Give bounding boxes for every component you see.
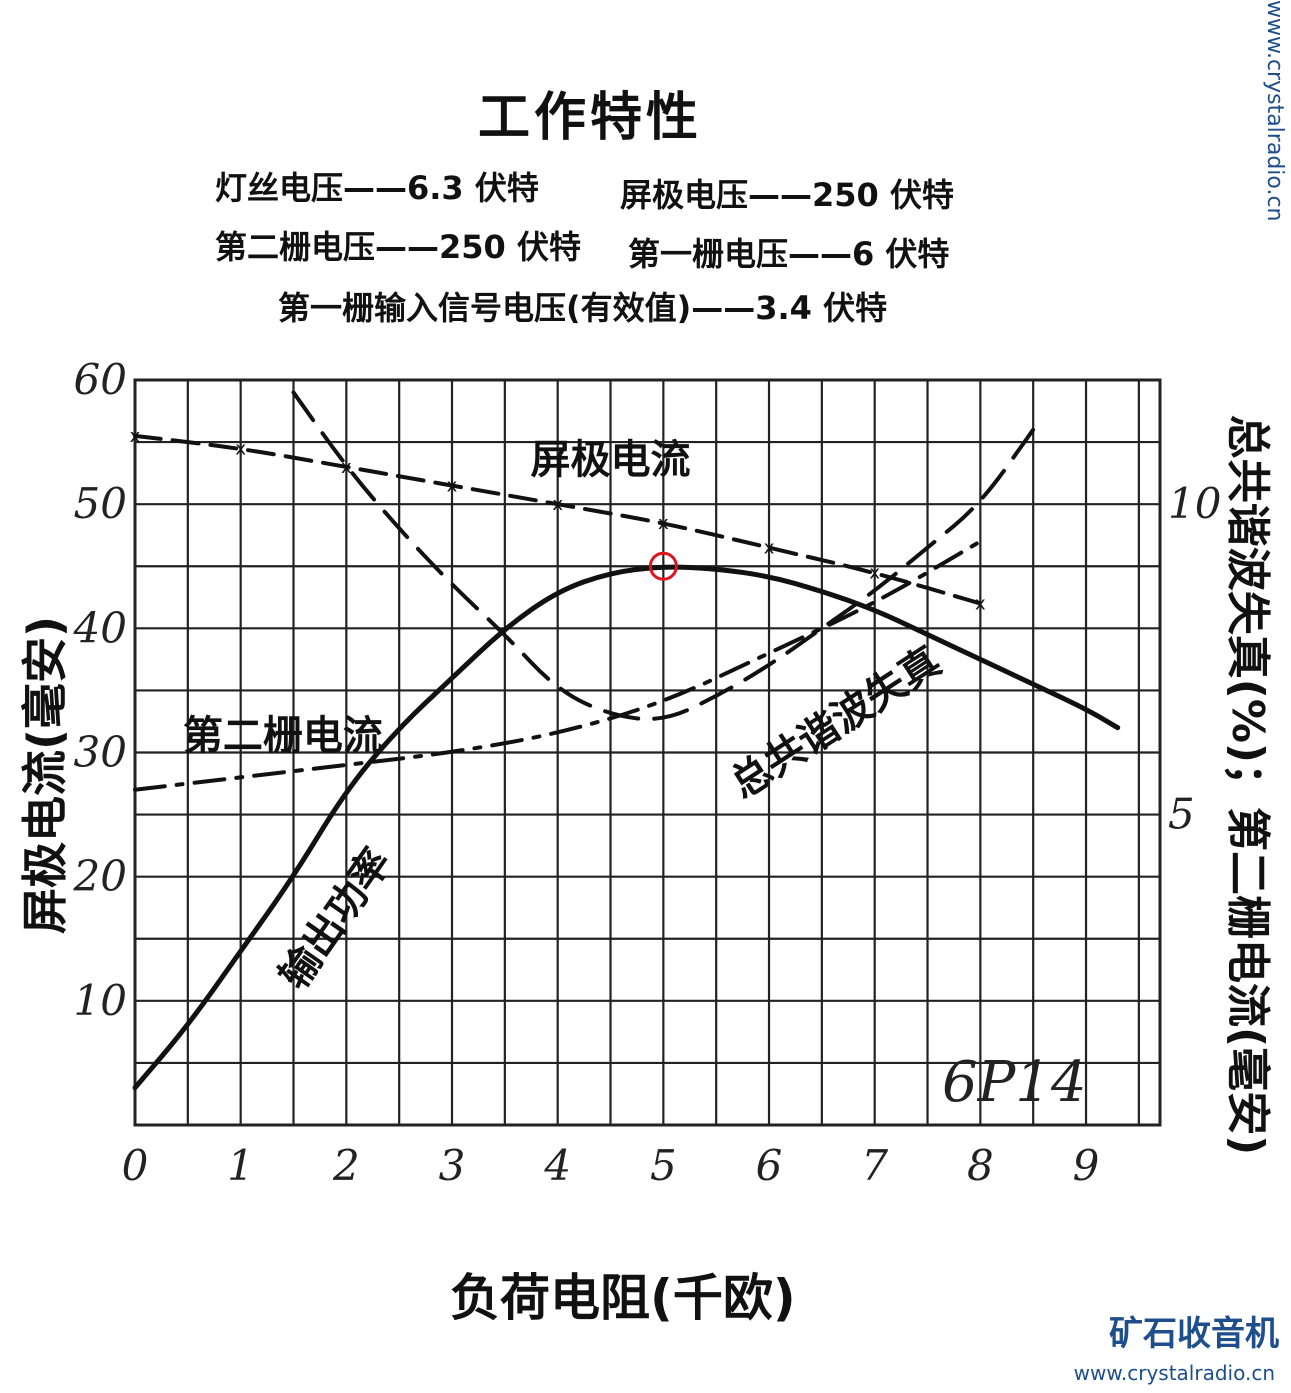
series-marker: x	[552, 494, 563, 515]
y-axis-left-label: 屏极电流(毫安)	[18, 615, 72, 935]
series-marker: x	[658, 513, 669, 534]
y-left-tick-label: 20	[73, 852, 127, 901]
x-tick-label: 5	[650, 1141, 677, 1190]
x-axis-label: 负荷电阻(千欧)	[450, 1269, 796, 1327]
y-right-tick-label: 10	[1168, 479, 1221, 528]
y-left-tick-label: 30	[74, 728, 127, 777]
condition-screen: 第二栅电压——250 伏特	[215, 228, 581, 266]
series-marker: x	[447, 476, 458, 497]
x-tick-label: 1	[227, 1141, 254, 1190]
series-marker: x	[869, 562, 880, 583]
series-label: 屏极电流	[531, 437, 691, 483]
condition-signal: 第一栅输入信号电压(有效值)——3.4 伏特	[278, 289, 888, 327]
y-left-tick-label: 50	[74, 479, 127, 528]
series-marker: x	[975, 594, 986, 615]
y-right-tick-label: 5	[1168, 790, 1195, 839]
y-left-tick-label: 10	[74, 976, 127, 1025]
watermark-url: www.crystalradio.cn	[1073, 1361, 1275, 1385]
series-label: 第二栅电流	[183, 713, 383, 759]
x-tick-label: 4	[543, 1141, 571, 1190]
chart-title: 工作特性	[477, 88, 702, 148]
series-line-输出功率	[132, 564, 1121, 1091]
condition-grid1: 第一栅电压——6 伏特	[628, 235, 950, 273]
series-line-总共谐波失真	[291, 390, 1036, 721]
y-left-tick-label: 40	[73, 603, 127, 652]
series-marker: x	[235, 438, 246, 459]
series-line-第二栅电流	[133, 539, 983, 792]
corner-watermark: www.crystalradio.cn	[1262, 0, 1287, 222]
x-tick-label: 8	[967, 1141, 994, 1190]
x-tick-label: 0	[122, 1141, 149, 1190]
watermark-name: 矿石收音机	[1109, 1314, 1279, 1354]
series-label: 输出功率	[271, 840, 400, 997]
highlight-marker	[648, 551, 678, 581]
series-layer: x x x x x x x x x	[130, 390, 1121, 1091]
x-tick-label: 9	[1073, 1141, 1100, 1190]
series-marker: x	[341, 457, 352, 478]
x-tick-label: 2	[332, 1141, 360, 1190]
x-tick-label: 3	[439, 1141, 466, 1190]
y-left-tick-label: 60	[74, 355, 127, 404]
series-marker: x	[130, 426, 141, 447]
condition-plate: 屏极电压——250 伏特	[620, 176, 954, 214]
series-marker: x	[764, 538, 775, 559]
x-tick-label: 6	[756, 1141, 783, 1190]
series-line-屏极电流	[133, 433, 983, 606]
y-axis-right-label: 总共谐波失真(%)；第二栅电流(毫安)	[1222, 414, 1273, 1156]
tick-labels: 0 1 2 3 4 5 6 7 8 9 10 20 30 40 50 60 5 10	[73, 355, 1222, 1190]
tube-model-label: 6P14	[942, 1050, 1087, 1115]
condition-heater: 灯丝电压——6.3 伏特	[215, 169, 539, 207]
series-label: 总共谐波失真	[723, 638, 949, 807]
x-tick-label: 7	[861, 1141, 888, 1190]
